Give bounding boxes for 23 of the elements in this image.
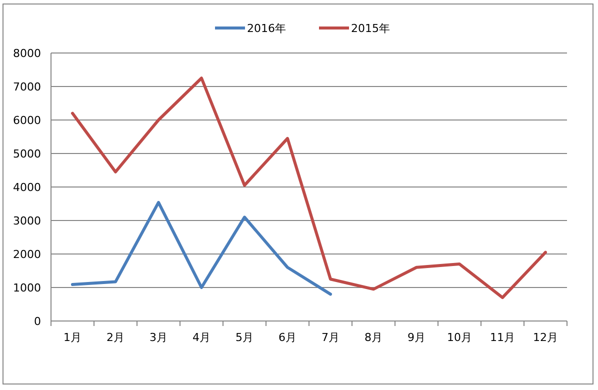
- y-tick-label: 7000: [13, 80, 41, 94]
- y-tick-label: 5000: [13, 148, 41, 160]
- y-tick-label: 6000: [13, 114, 41, 127]
- y-tick-label: 1000: [13, 282, 41, 294]
- x-tick-label: 6月: [278, 331, 296, 344]
- y-tick-label: 0: [34, 315, 41, 328]
- x-tick-label: 7月: [322, 331, 340, 344]
- x-tick-label: 12月: [533, 331, 558, 344]
- y-tick-label: 4000: [13, 181, 41, 194]
- x-tick-label: 1月: [64, 331, 82, 344]
- y-tick-label: 3000: [13, 214, 41, 228]
- x-tick-label: 5月: [236, 331, 254, 344]
- y-tick-label: 8000: [13, 47, 41, 60]
- x-tick-label: 3月: [150, 331, 168, 344]
- y-tick-label: 2000: [13, 248, 41, 261]
- x-tick-label: 2月: [106, 331, 124, 344]
- legend-label: 2015年: [351, 22, 390, 35]
- x-tick-label: 11月: [490, 331, 515, 344]
- legend-label: 2016年: [247, 22, 286, 35]
- x-tick-label: 9月: [408, 331, 426, 344]
- x-tick-label: 10月: [447, 331, 472, 344]
- x-tick-label: 8月: [364, 331, 382, 344]
- x-tick-label: 4月: [192, 331, 210, 344]
